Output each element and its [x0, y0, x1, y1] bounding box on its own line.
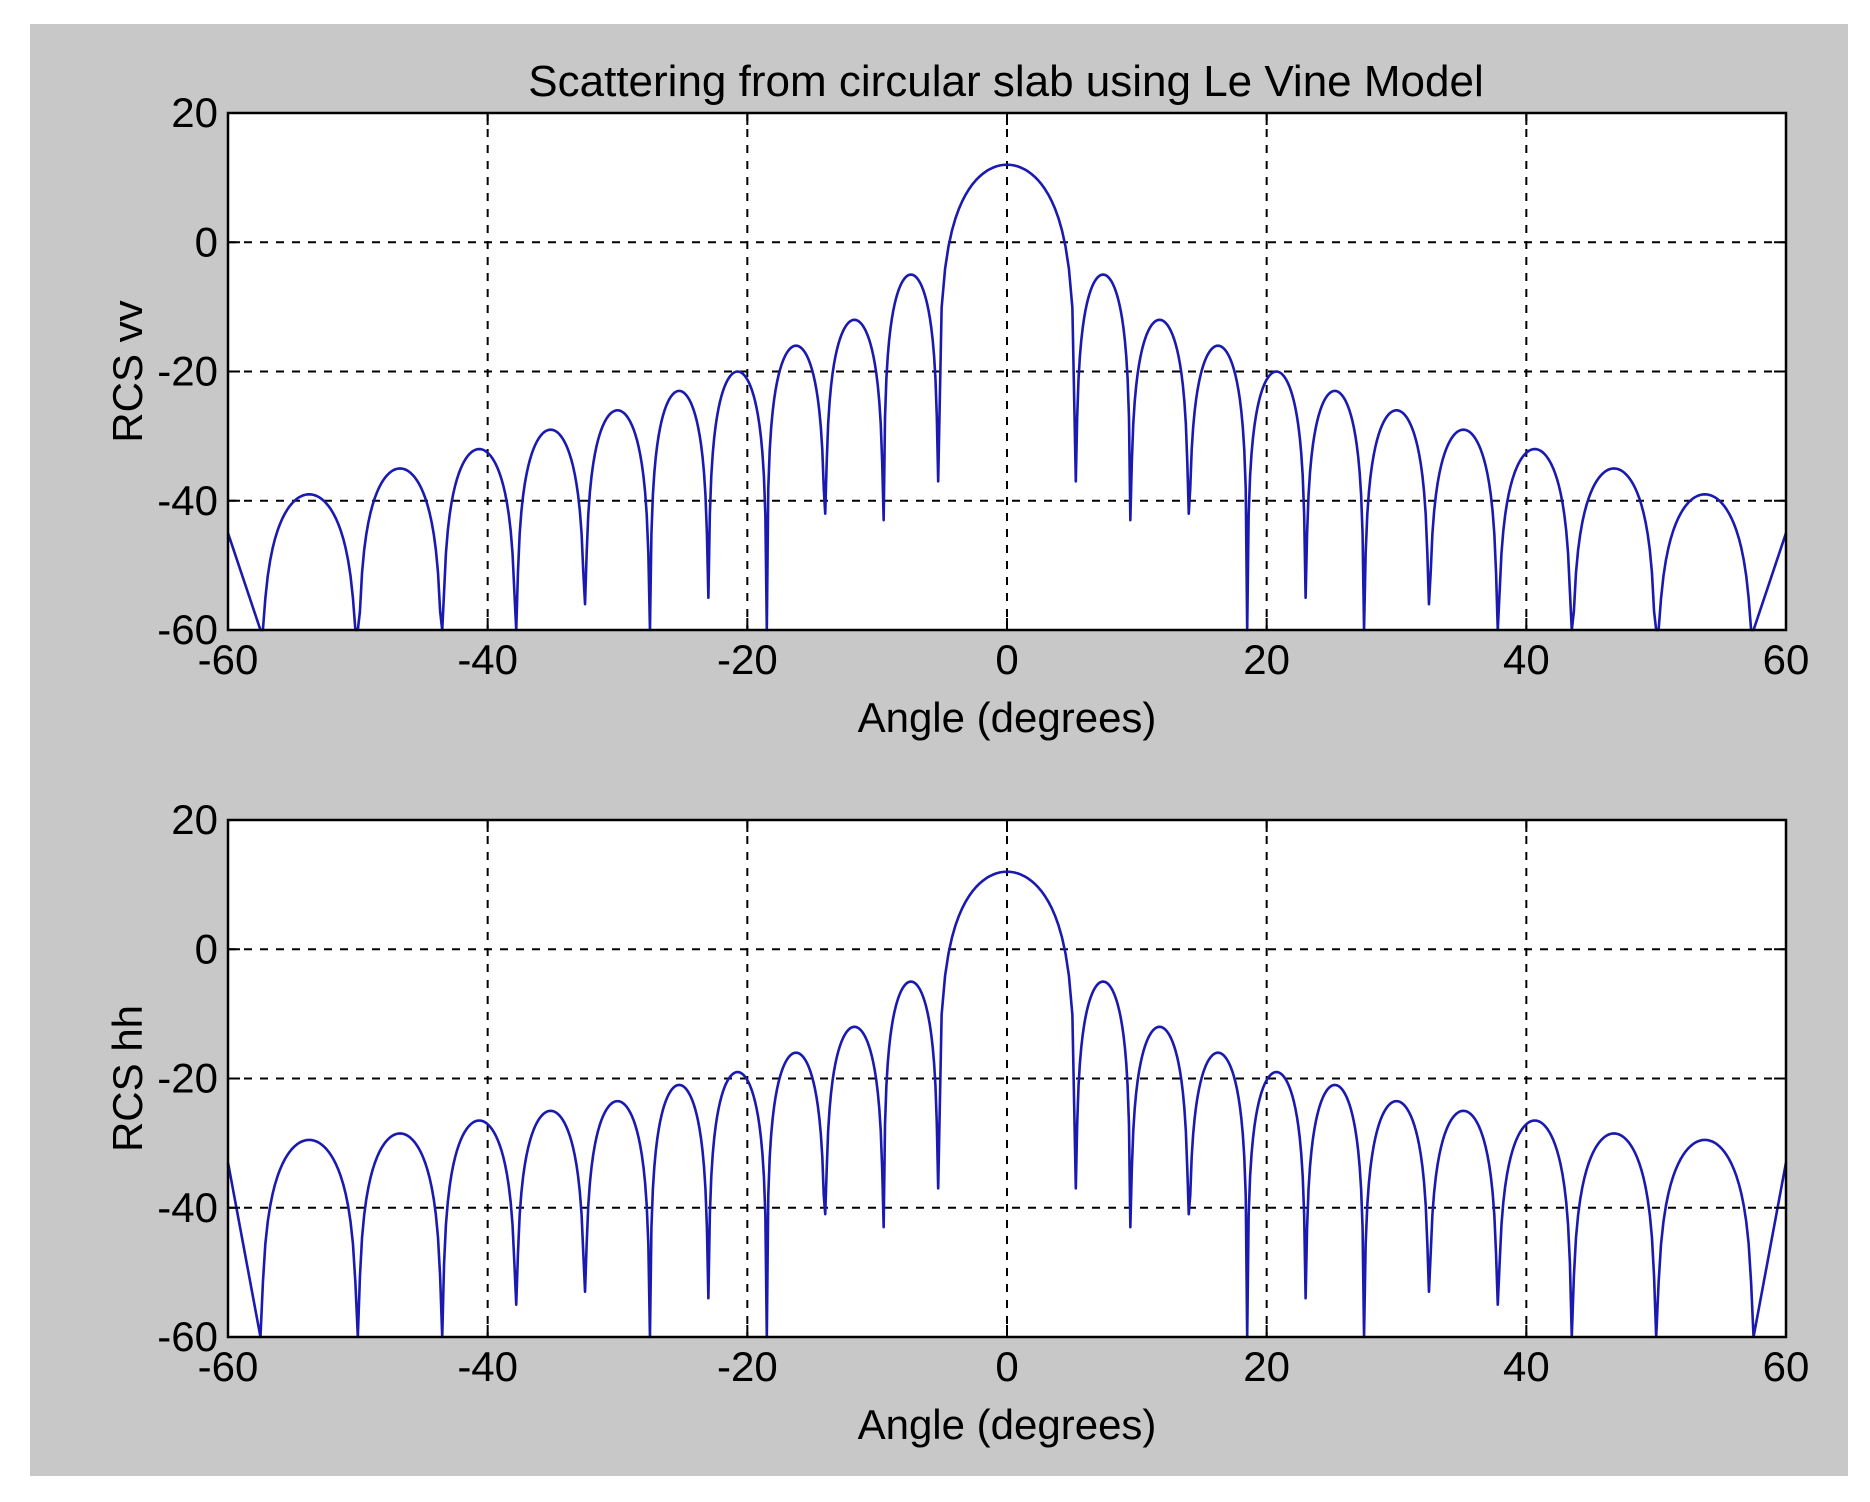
x-tick-label: 20: [1243, 1343, 1290, 1390]
x-tick-label: 0: [995, 636, 1018, 683]
x-tick-label: 40: [1503, 1343, 1550, 1390]
y-tick-label: -20: [157, 1055, 218, 1102]
y-tick-label: 20: [171, 796, 218, 843]
x-tick-label: 20: [1243, 636, 1290, 683]
x-tick-label: -60: [198, 1343, 259, 1390]
y-axis-label: RCS hh: [104, 1005, 151, 1152]
y-tick-label: -20: [157, 348, 218, 395]
x-tick-label: 40: [1503, 636, 1550, 683]
series-line: [226, 163, 1788, 632]
figure-window: Scattering from circular slab using Le V…: [30, 24, 1848, 1476]
x-tick-label: -40: [457, 636, 518, 683]
figure-canvas: Scattering from circular slab using Le V…: [104, 57, 1809, 1448]
y-tick-label: -60: [157, 1313, 218, 1360]
x-tick-label: -20: [717, 1343, 778, 1390]
y-tick-label: -40: [157, 477, 218, 524]
y-tick-label: -40: [157, 1184, 218, 1231]
x-axis-label: Angle (degrees): [858, 694, 1157, 741]
subplot-rcs-vv: -60 -40 -20 0 20 40 60 20 0 -20 -40 -60 Angle (degre…: [104, 89, 1809, 741]
x-tick-label: 0: [995, 1343, 1018, 1390]
x-tick-label: -40: [457, 1343, 518, 1390]
x-tick-label: 60: [1763, 1343, 1810, 1390]
y-tick-label: 0: [195, 218, 218, 265]
x-tick-label: 60: [1763, 636, 1810, 683]
series-line: [226, 870, 1788, 1339]
y-tick-label: 0: [195, 925, 218, 972]
y-tick-label: -60: [157, 606, 218, 653]
figure-title: Scattering from circular slab using Le V…: [528, 57, 1483, 106]
subplot-rcs-hh: -60 -40 -20 0 20 40 60 20 0 -20 -40 -60 Angle (degre…: [104, 796, 1809, 1448]
x-axis-label: Angle (degrees): [858, 1401, 1157, 1448]
y-axis-label: RCS vv: [104, 300, 151, 442]
x-tick-label: -20: [717, 636, 778, 683]
y-tick-label: 20: [171, 89, 218, 136]
x-tick-label: -60: [198, 636, 259, 683]
